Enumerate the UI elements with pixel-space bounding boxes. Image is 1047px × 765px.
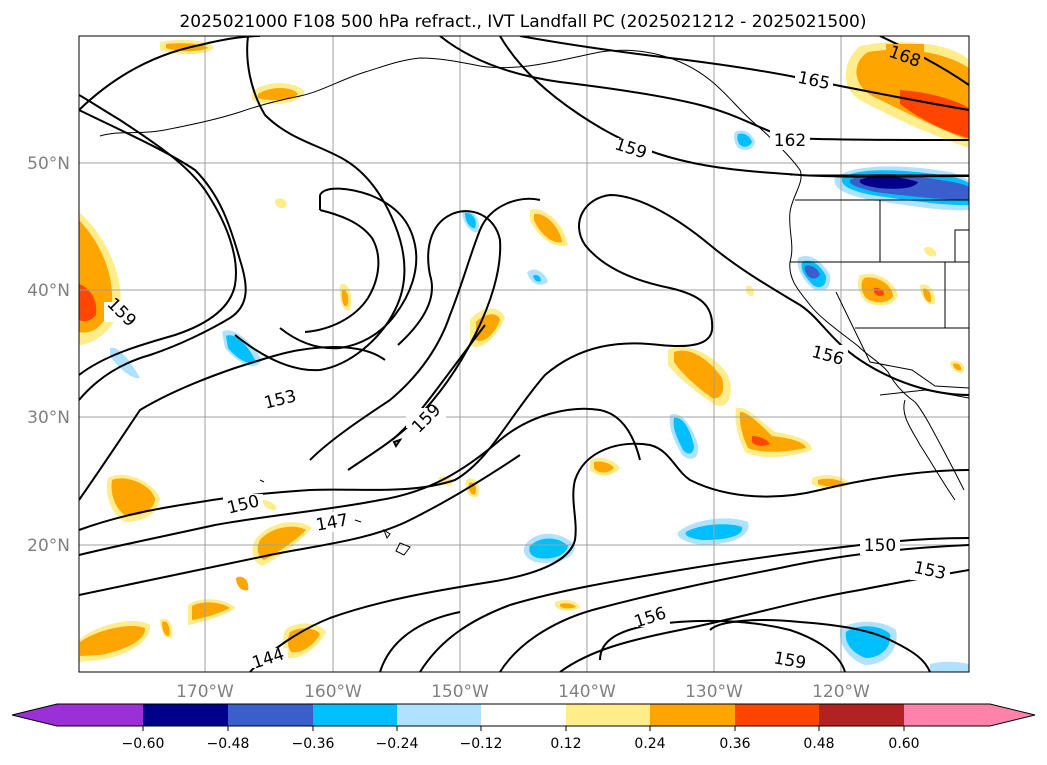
colorbar-bin [313,704,397,726]
colorbar-tick-label: −0.12 [460,736,503,752]
lon-label: 170°W [176,682,234,702]
colorbar-bin [143,704,228,726]
lat-label: 50°N [27,154,70,174]
contour-label: 162 [774,131,806,151]
longitude-labels: 170°W 160°W 150°W 140°W 130°W 120°W [176,682,870,702]
contour-label: 150 [864,536,896,556]
colorbar-bin [397,704,481,726]
colorbar-tick-label: 0.12 [550,736,581,752]
contour-labels: 168 165 162 159 159 159 156 156 153 153 … [103,42,950,673]
latitude-labels: 50°N 40°N 30°N 20°N [27,154,70,556]
lon-label: 150°W [431,682,489,702]
colorbar-bin [819,704,904,726]
coastlines [99,49,969,556]
colorbar-tick-label: 0.24 [634,736,665,752]
lon-label: 160°W [304,682,362,702]
lon-label: 140°W [558,682,616,702]
map-title: 2025021000 F108 500 hPa refract., IVT La… [179,12,866,32]
lat-label: 30°N [27,408,70,428]
colorbar-bin [650,704,735,726]
colorbar-tick-label: 0.60 [888,736,919,752]
colorbar-tick-label: 0.48 [803,736,834,752]
colorbar-outline [11,703,1036,727]
colorbar-tick-label: −0.48 [207,736,250,752]
colorbar-bin [228,704,313,726]
height-contours [79,36,969,672]
colorbar-bin [481,704,566,726]
map-panel: 168 165 162 159 159 159 156 156 153 153 … [79,36,969,673]
colorbar: −0.60 −0.48 −0.36 −0.24 −0.12 0.12 0.24 … [11,703,1036,752]
lat-label: 20°N [27,536,70,556]
colorbar-bin [735,704,819,726]
colorbar-extend-right [990,704,1035,726]
lon-label: 130°W [685,682,743,702]
lat-label: 40°N [27,281,70,301]
contour-label: 159 [772,648,807,673]
colorbar-tick-label: −0.60 [122,736,165,752]
map-frame [78,35,970,673]
colorbar-bin [57,704,143,726]
colorbar-tick-label: −0.24 [376,736,419,752]
lon-label: 120°W [812,682,870,702]
colorbar-bin [566,704,650,726]
colorbar-extend-left [12,704,57,726]
colorbar-tick-label: −0.36 [292,736,335,752]
colorbar-tick-label: 0.36 [719,736,750,752]
colorbar-bin [904,704,990,726]
refractivity-anomaly-fill [79,40,969,672]
